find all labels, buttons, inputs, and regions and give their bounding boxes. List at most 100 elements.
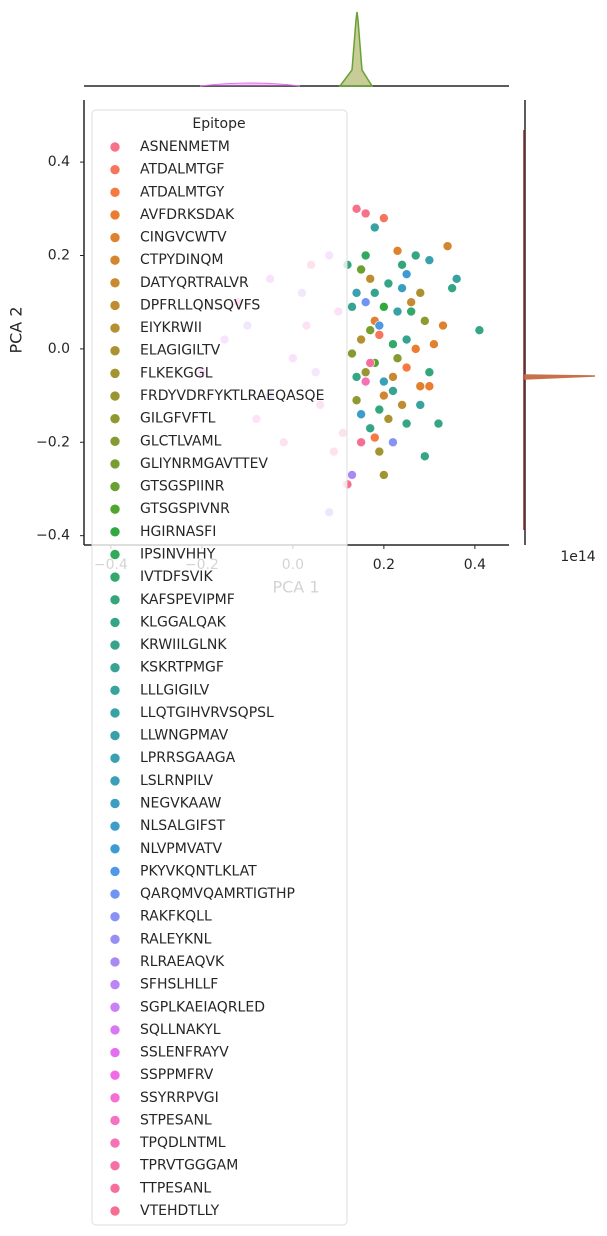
point <box>388 339 398 350</box>
legend-label: KLGGALQAK <box>140 614 227 630</box>
point <box>392 246 403 256</box>
legend-label: VTEHDTLLY <box>140 1203 220 1219</box>
legend-marker <box>109 435 121 447</box>
point <box>356 334 366 345</box>
legend-label: SSYRRPVGI <box>140 1090 219 1106</box>
legend-label: GTSGSPIVNR <box>140 501 230 517</box>
legend-marker <box>109 979 121 990</box>
legend-marker <box>109 1137 121 1149</box>
legend-label: GLIYNRMGAVTTEV <box>140 456 268 472</box>
point <box>347 302 357 312</box>
legend-label: LLQTGIHVRVSQPSL <box>140 705 274 721</box>
point <box>424 381 435 392</box>
marginal-density <box>199 82 301 87</box>
legend-marker <box>109 911 121 923</box>
legend-label: LPRRSGAAGA <box>140 750 236 766</box>
legend-marker <box>109 209 121 221</box>
legend-marker <box>109 1069 121 1081</box>
y-tick-label: 0.0 <box>48 341 70 357</box>
legend-marker <box>109 413 121 424</box>
legend-label: AVFDRKSDAK <box>140 207 235 223</box>
point <box>401 362 412 373</box>
legend-label: ATDALMTGY <box>140 184 225 200</box>
legend-marker <box>109 843 121 855</box>
point <box>392 306 403 317</box>
legend-marker <box>109 775 121 787</box>
point <box>347 470 357 480</box>
point <box>388 372 398 382</box>
legend-marker <box>109 345 121 357</box>
point <box>365 325 376 336</box>
legend-label: GLCTLVAML <box>140 433 222 449</box>
legend-marker <box>109 322 121 334</box>
point <box>383 414 394 424</box>
legend-marker <box>109 1092 121 1104</box>
point <box>401 269 412 279</box>
legend-marker <box>109 300 121 311</box>
legend-marker <box>109 368 121 379</box>
point <box>379 390 389 401</box>
legend-marker <box>109 232 121 243</box>
legend-marker <box>109 888 121 900</box>
point <box>351 372 362 382</box>
y-tick-label: 0.2 <box>48 247 70 263</box>
legend-label: FLKEKGGL <box>140 365 213 381</box>
legend-label: RAKFKQLL <box>140 909 212 925</box>
legend-label: SSLENFRAYV <box>140 1045 229 1061</box>
legend-marker <box>109 1160 121 1172</box>
point <box>383 278 394 289</box>
legend-label: FRDYVDRFYKTLRAEQASQE <box>140 388 324 404</box>
point <box>415 288 426 298</box>
point <box>379 470 389 480</box>
legend-label: GTSGSPIINR <box>140 479 225 495</box>
point <box>424 367 435 378</box>
point <box>442 241 453 251</box>
point <box>379 213 389 223</box>
point <box>410 250 421 261</box>
legend-label: IVTDFSVIK <box>140 569 213 585</box>
legend-marker <box>109 956 121 968</box>
legend-label: KAFSPEVIPMF <box>140 592 235 608</box>
legend-marker <box>109 685 121 696</box>
legend-label: ATDALMTGF <box>140 162 225 178</box>
point <box>365 358 376 368</box>
legend-label: IPSINVHHY <box>140 546 216 562</box>
legend-label: SSPPMFRV <box>140 1067 214 1083</box>
point <box>420 451 430 462</box>
legend-label: TPQDLNTML <box>139 1135 226 1151</box>
point <box>347 348 357 359</box>
legend-marker <box>109 186 121 198</box>
point <box>374 330 385 340</box>
point <box>438 320 448 331</box>
legend-marker <box>109 798 121 809</box>
point <box>351 395 362 406</box>
point <box>379 302 389 312</box>
legend-label: QARQMVQAMRTIGTHP <box>140 886 295 902</box>
y-tick-label: −0.4 <box>36 528 70 544</box>
legend-title: Epitope <box>192 116 245 132</box>
legend-label: RALEYKNL <box>140 931 212 947</box>
legend-label: SQLLNAKYL <box>140 1022 221 1038</box>
legend-label: PKYVKQNTLKLAT <box>140 863 257 879</box>
legend-marker <box>109 730 121 741</box>
point <box>374 404 385 415</box>
legend-label: NEGVKAAW <box>140 796 221 812</box>
legend-marker <box>109 571 121 583</box>
point <box>406 297 416 307</box>
point <box>369 432 380 443</box>
point <box>379 376 389 387</box>
point <box>397 283 407 293</box>
point <box>356 437 366 448</box>
point <box>420 316 430 326</box>
point <box>369 222 380 233</box>
point <box>424 255 435 265</box>
point <box>356 409 366 420</box>
legend-marker <box>109 662 121 673</box>
legend-label: TTPESANL <box>139 1180 211 1196</box>
legend-label: KRWIILGLNK <box>140 637 227 653</box>
y-axis-label: PCA 2 <box>7 306 26 353</box>
point <box>360 376 371 387</box>
legend-label: LLLGIGILV <box>140 682 210 698</box>
point <box>374 320 385 331</box>
legend-label: CTPYDINQM <box>140 252 224 268</box>
